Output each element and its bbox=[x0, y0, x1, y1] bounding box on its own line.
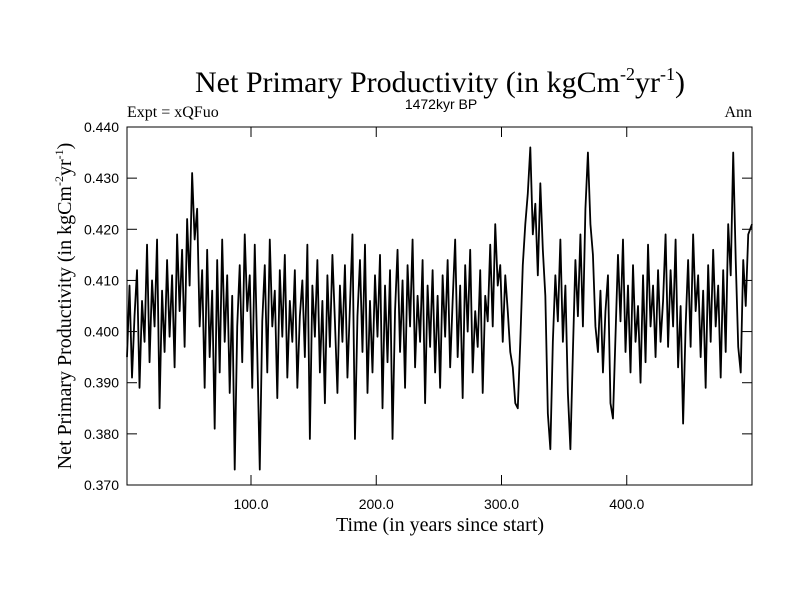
y-tick-label: 0.400 bbox=[84, 324, 119, 340]
y-tick-label: 0.440 bbox=[84, 119, 119, 135]
y-tick-label: 0.380 bbox=[84, 426, 119, 442]
chart-subtitle: 1472kyr BP bbox=[405, 96, 477, 112]
y-axis-label: Net Primary Productivity (in kgCm-2yr-1) bbox=[52, 143, 76, 470]
y-axis-ticks: 0.370 0.380 0.390 0.400 0.410 0.420 0.430 0.440 bbox=[84, 119, 752, 493]
chart-title: Net Primary Productivity (in kgCm-2yr-1) bbox=[195, 64, 685, 99]
plot-frame bbox=[126, 126, 753, 486]
x-tick-label: 100.0 bbox=[233, 496, 268, 512]
y-tick-label: 0.420 bbox=[84, 221, 119, 237]
y-tick-label: 0.430 bbox=[84, 170, 119, 186]
y-tick-label: 0.390 bbox=[84, 375, 119, 391]
x-tick-label: 400.0 bbox=[609, 496, 644, 512]
x-axis-label: Time (in years since start) bbox=[336, 514, 544, 536]
season-label: Ann bbox=[724, 104, 752, 121]
x-tick-label: 200.0 bbox=[359, 496, 394, 512]
x-tick-label: 300.0 bbox=[484, 496, 519, 512]
experiment-label: Expt = xQFuo bbox=[127, 104, 219, 121]
y-tick-label: 0.370 bbox=[84, 477, 119, 493]
npp-series-line bbox=[126, 146, 753, 471]
y-tick-label: 0.410 bbox=[84, 272, 119, 288]
x-axis-ticks: 100.0 200.0 300.0 400.0 bbox=[233, 127, 644, 512]
